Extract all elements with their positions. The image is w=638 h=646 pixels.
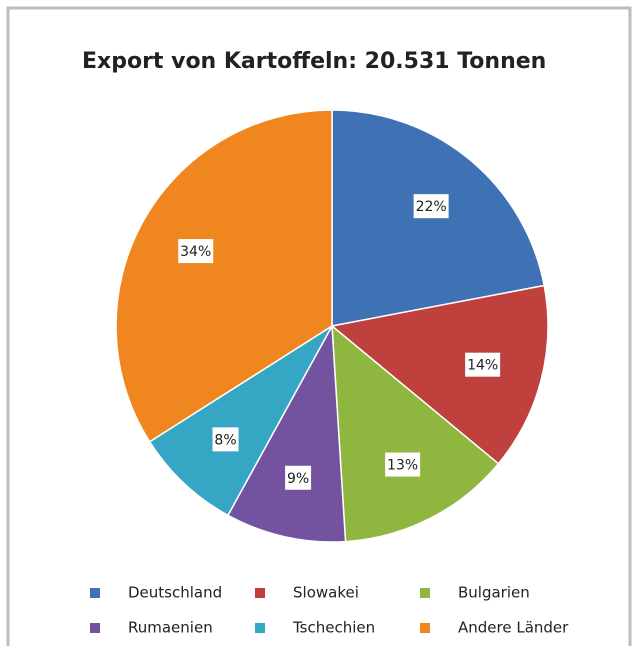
chart-title: Export von Kartoffeln: 20.531 Tonnen [82,49,546,74]
value-label-box [413,194,449,219]
legend-label: Rumaenien [128,619,213,637]
pie-slice [226,323,347,543]
pie-slice [115,109,333,443]
pie-slice [331,324,500,543]
value-label-box [465,352,501,377]
legend-marker [90,623,100,633]
pie-slice [148,325,333,517]
legend-label: Slowakei [293,584,359,602]
value-label: 14% [467,358,498,374]
value-label-box [212,427,239,452]
value-label: 13% [387,458,418,474]
legend-label: Bulgarien [458,584,530,602]
legend-marker [420,588,430,598]
value-label: 34% [180,244,211,260]
value-label: 22% [416,199,447,215]
pie-slice [330,284,549,465]
legend-marker [420,623,430,633]
legend-marker [255,588,265,598]
value-label: 8% [214,432,236,448]
legend-label: Andere Länder [458,619,569,637]
value-label-box [178,239,214,264]
legend-label: Deutschland [128,584,222,602]
legend-marker [90,588,100,598]
value-label-box [385,452,421,477]
legend-marker [255,623,265,633]
legend-label: Tschechien [292,619,375,637]
value-label-box [285,465,312,490]
value-label: 9% [287,471,309,487]
